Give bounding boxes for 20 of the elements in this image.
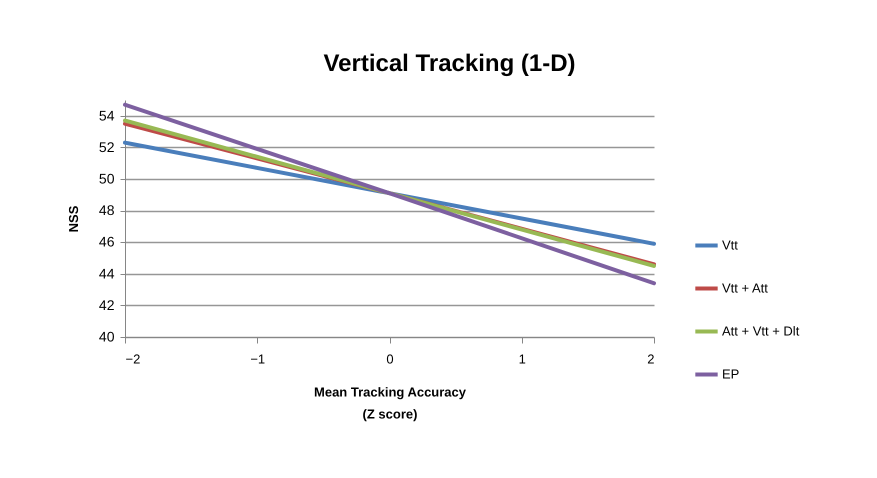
y-tick-label: 40 <box>98 328 115 344</box>
x-tick-label: 0 <box>386 352 394 366</box>
y-tick-label: 42 <box>98 296 115 313</box>
x-tick-label: 2 <box>647 352 654 366</box>
x-axis-title: Mean Tracking Accuracy (Z score) <box>314 384 467 422</box>
x-tick-label: 1 <box>518 352 526 366</box>
legend-label: Vtt <box>722 238 738 252</box>
y-tick-label: 46 <box>98 234 115 250</box>
y-tick-label: 52 <box>98 138 115 155</box>
y-axis-title: NSS <box>66 205 81 232</box>
y-tick-label: 48 <box>98 202 115 218</box>
x-tick-label: −2 <box>126 352 140 366</box>
y-tick-label: 44 <box>98 265 115 282</box>
legend-label: EP <box>722 366 740 382</box>
legend-label: Att + Vtt + Dlt <box>722 324 800 338</box>
y-tick-label: 50 <box>98 170 115 186</box>
legend-label: Vtt + Att <box>722 280 768 296</box>
x-tick-label: −1 <box>250 352 266 366</box>
chart-title: Vertical Tracking (1-D) <box>323 50 576 77</box>
y-tick-label: 54 <box>98 107 115 124</box>
